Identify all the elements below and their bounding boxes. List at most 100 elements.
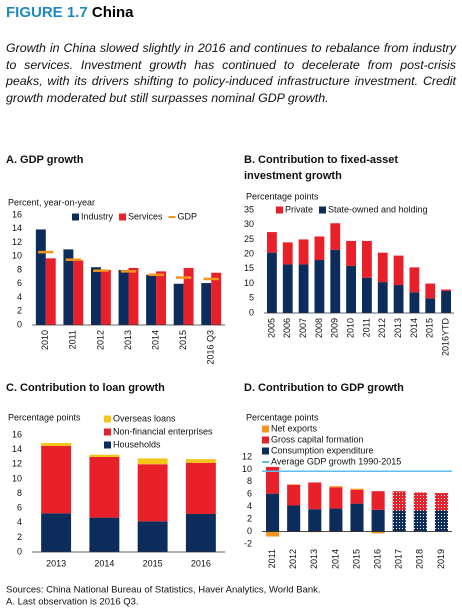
figure-label: FIGURE 1.7 xyxy=(6,4,88,21)
bar-segment xyxy=(329,487,343,509)
y-tick-label: 10 xyxy=(242,464,252,474)
x-tick-label: 2016YTD xyxy=(440,318,450,357)
y-tick-label: 8 xyxy=(247,476,252,486)
x-tick-label: 2010 xyxy=(40,330,50,350)
bar-segment xyxy=(413,492,427,511)
x-tick-label: 2015 xyxy=(178,330,188,350)
bar-segment xyxy=(441,289,451,291)
bar xyxy=(201,283,212,325)
bar-segment xyxy=(329,486,343,488)
bar-segment xyxy=(41,513,72,552)
y-tick-label: 5 xyxy=(249,293,254,303)
y-axis-label: Percent, year-on-year xyxy=(8,197,95,207)
bar-segment xyxy=(287,484,301,485)
note: A. Last observation is 2016 Q3. xyxy=(6,597,139,608)
y-axis-label: Percentage points xyxy=(8,412,81,422)
panel-title: D. Contribution to GDP growth xyxy=(244,382,404,394)
bar-segment xyxy=(282,242,293,265)
x-tick-label: 2016 xyxy=(191,558,211,568)
x-tick-label: 2015 xyxy=(143,558,163,568)
legend-swatch xyxy=(276,206,283,214)
legend-swatch xyxy=(104,441,111,449)
y-tick-label: 14 xyxy=(12,444,22,454)
legend-label: GDP xyxy=(178,211,198,221)
bar-segment xyxy=(89,456,120,518)
legend-swatch xyxy=(262,425,269,433)
bar xyxy=(73,260,84,325)
bar-segment xyxy=(434,510,448,532)
bar-segment xyxy=(371,531,385,534)
y-tick-label: 20 xyxy=(244,249,254,259)
y-tick-label: 10 xyxy=(12,251,22,261)
x-tick-label: 2014 xyxy=(409,318,419,338)
y-tick-label: 25 xyxy=(244,234,254,244)
bar-segment xyxy=(409,267,420,293)
bar-segment xyxy=(330,249,341,313)
y-tick-label: 16 xyxy=(12,209,22,219)
bar-segment xyxy=(267,252,277,313)
y-tick-label: 8 xyxy=(17,264,22,274)
x-tick-label: 2014 xyxy=(150,330,160,350)
x-tick-label: 2008 xyxy=(314,318,324,338)
x-tick-label: 2013 xyxy=(393,318,403,338)
figure-title: China xyxy=(91,4,134,21)
y-tick-label: 30 xyxy=(244,219,254,229)
y-tick-label: 35 xyxy=(244,204,254,214)
bar-segment xyxy=(185,459,216,463)
bar-segment xyxy=(346,265,356,313)
x-tick-label: 2011 xyxy=(361,318,371,337)
bar-segment xyxy=(282,264,293,313)
legend-swatch xyxy=(262,436,269,444)
note: Sources: China National Bureau of Statis… xyxy=(6,585,321,596)
x-tick-label: 2019 xyxy=(436,549,446,569)
bar-segment xyxy=(362,240,372,278)
bar-segment xyxy=(434,493,448,511)
bar-segment xyxy=(329,508,343,532)
bar-segment xyxy=(350,503,364,532)
bar-segment xyxy=(287,484,301,506)
bar-segment xyxy=(330,223,341,250)
bar-segment xyxy=(350,489,364,504)
legend-label: State-owned and holding xyxy=(328,204,428,214)
x-tick-label: 2013 xyxy=(309,549,319,569)
bar-segment xyxy=(314,260,325,313)
x-tick-label: 2012 xyxy=(377,318,387,338)
bar-segment xyxy=(267,232,277,253)
bar-segment xyxy=(137,521,168,552)
bar-segment xyxy=(346,240,356,266)
bar xyxy=(63,249,74,325)
y-tick-label: 4 xyxy=(247,501,252,511)
bar-segment xyxy=(308,509,322,532)
x-tick-label: 2013 xyxy=(46,558,66,568)
y-tick-label: 14 xyxy=(12,223,22,233)
x-tick-label: 2014 xyxy=(330,549,340,569)
bar xyxy=(211,272,222,325)
y-axis-label: Percentage points xyxy=(246,191,319,201)
y-tick-label: 12 xyxy=(242,451,252,461)
bar xyxy=(173,283,184,325)
x-tick-label: 2016 Q3 xyxy=(206,330,216,365)
bar-segment xyxy=(392,510,406,532)
panel-title: C. Contribution to loan growth xyxy=(6,382,165,394)
bar-segment xyxy=(350,488,364,490)
bar-segment xyxy=(377,282,388,313)
y-tick-label: 0 xyxy=(17,319,22,329)
legend-swatch xyxy=(72,213,79,221)
y-tick-label: 2 xyxy=(247,514,252,524)
legend-label: Private xyxy=(285,204,313,214)
y-tick-label: 0 xyxy=(249,307,254,317)
bar-segment xyxy=(185,462,216,514)
bar xyxy=(118,270,129,325)
legend-swatch xyxy=(262,447,269,455)
y-tick-label: 0 xyxy=(247,526,252,536)
bar-segment xyxy=(41,443,72,446)
y-tick-label: 0 xyxy=(17,546,22,556)
legend-label: Consumption expenditure xyxy=(271,445,374,455)
bar-segment xyxy=(287,505,301,532)
bar xyxy=(91,267,101,325)
y-tick-label: 4 xyxy=(17,517,22,527)
x-tick-label: 2011 xyxy=(68,330,78,349)
bar-segment xyxy=(392,491,406,511)
panel-title: A. GDP growth xyxy=(6,154,84,166)
